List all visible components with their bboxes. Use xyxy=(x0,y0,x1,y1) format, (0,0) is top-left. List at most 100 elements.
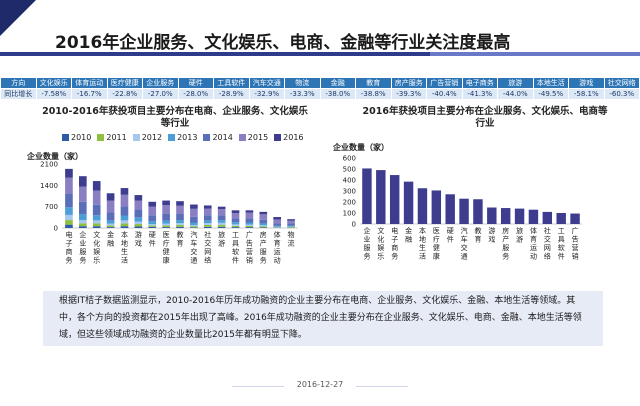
bar-segment xyxy=(176,213,184,221)
growth-table-header-cell: 文化娱乐 xyxy=(35,77,72,89)
bar-segment xyxy=(190,204,198,209)
bar-segment xyxy=(176,226,184,228)
left-chart-ylabel: 企业数量（家） xyxy=(27,152,83,161)
bar-segment xyxy=(217,224,226,227)
x-tick-label: 交 xyxy=(190,247,197,256)
growth-table-value-row: 同比增长 -7.58% -16.7% -22.8% -27.0% -28.0% -28.9… xyxy=(0,88,640,100)
legend-item: 2012 xyxy=(132,133,163,142)
bar-segment xyxy=(79,186,87,202)
bar xyxy=(431,190,442,224)
bar-segment xyxy=(231,225,240,228)
legend-label: 2013 xyxy=(177,133,198,142)
title-underline xyxy=(0,52,640,56)
bar-segment xyxy=(245,224,254,226)
x-tick-label: 子 xyxy=(391,236,398,244)
x-tick-label: 疗 xyxy=(163,239,170,248)
bar-segment xyxy=(203,223,212,225)
bar-segment xyxy=(273,217,281,220)
legend-swatch xyxy=(168,134,176,141)
x-tick-label: 本 xyxy=(419,226,426,235)
x-tick-label: 服 xyxy=(260,248,267,256)
y-tick-label: 0 xyxy=(352,221,356,229)
x-tick-label: 乐 xyxy=(377,252,384,261)
x-tick-label: 流 xyxy=(288,239,295,248)
x-tick-label: 服 xyxy=(363,244,370,252)
x-tick-label: 社 xyxy=(204,230,211,239)
x-tick-label: 动 xyxy=(274,256,281,265)
x-tick-label: 工 xyxy=(232,231,239,239)
x-tick-label: 文 xyxy=(93,230,100,239)
legend-label: 2011 xyxy=(106,133,127,142)
bar xyxy=(570,213,580,224)
bar-segment xyxy=(148,215,157,222)
growth-table-header-cell: 汽车交通 xyxy=(248,77,285,89)
x-tick-label: 务 xyxy=(363,252,370,261)
bar-segment xyxy=(259,225,268,227)
bar-segment xyxy=(245,212,254,219)
x-tick-label: 广 xyxy=(572,226,579,235)
x-tick-label: 企 xyxy=(363,226,370,235)
bar-segment xyxy=(92,181,101,191)
bar-segment xyxy=(65,224,73,228)
x-tick-label: 硬 xyxy=(447,227,454,235)
legend-swatch xyxy=(238,134,246,141)
growth-table-value-cell: -32.9% xyxy=(248,88,285,100)
x-tick-label: 旅 xyxy=(516,226,523,235)
growth-table-value-cell: -49.5% xyxy=(532,88,569,100)
x-tick-label: 教 xyxy=(474,226,481,235)
legend-swatch xyxy=(62,134,69,141)
x-tick-label: 游 xyxy=(516,235,523,244)
x-tick-label: 戏 xyxy=(488,235,495,244)
x-tick-label: 告 xyxy=(246,239,253,248)
bar-segment xyxy=(120,194,129,207)
x-tick-label: 务 xyxy=(391,252,398,261)
bar-segment xyxy=(162,223,170,226)
x-tick-label: 旅 xyxy=(218,230,225,239)
legend-item: 2013 xyxy=(168,133,197,142)
x-tick-label: 金 xyxy=(405,226,412,235)
bar-segment xyxy=(106,225,115,228)
x-tick-label: 务 xyxy=(502,252,509,261)
bar-segment xyxy=(106,220,115,224)
x-tick-label: 化 xyxy=(93,239,100,248)
x-tick-label: 生 xyxy=(121,247,128,256)
bar-segment xyxy=(217,222,226,225)
x-tick-label: 地 xyxy=(419,235,426,244)
bar xyxy=(403,181,414,224)
x-tick-label: 金 xyxy=(107,230,114,239)
bar-segment xyxy=(231,218,240,223)
y-tick-label: 2100 xyxy=(40,161,58,169)
x-tick-label: 件 xyxy=(447,235,454,244)
growth-table: 方向 文化娱乐 体育运动 医疗健康 企业服务 硬件 工具软件 汽车交通 物流 金融 教育 房产服务广… xyxy=(0,77,640,100)
growth-table-value-cell: -38.8% xyxy=(355,88,392,100)
x-tick-label: 化 xyxy=(377,235,384,244)
legend-item: 2010 xyxy=(62,133,91,142)
growth-table-value-cell: -33.3% xyxy=(284,88,321,100)
y-tick-label: 100 xyxy=(343,210,356,218)
bar-segment xyxy=(65,207,73,215)
legend-swatch xyxy=(274,134,282,141)
bar-segment xyxy=(106,193,115,201)
x-tick-label: 汽 xyxy=(461,226,468,235)
left-chart-title: 2010-2016年获投项目主要分布在电商、企业服务、文化娱乐等行业 xyxy=(42,106,308,129)
bar-segment xyxy=(106,212,115,221)
x-tick-label: 网 xyxy=(544,244,551,252)
legend-label: 2012 xyxy=(141,133,163,142)
legend-label: 2010 xyxy=(71,133,92,142)
bar-segment xyxy=(203,226,212,228)
x-tick-label: 交 xyxy=(461,243,468,252)
bar-segment xyxy=(176,205,184,214)
x-tick-label: 具 xyxy=(232,240,239,248)
x-tick-label: 乐 xyxy=(93,256,100,265)
x-tick-label: 商 xyxy=(65,247,72,256)
bar-segment xyxy=(162,225,170,228)
bar-segment xyxy=(106,223,115,226)
growth-table-header-cell: 体育运动 xyxy=(71,77,108,89)
bar-segment xyxy=(287,223,295,226)
bar-segment xyxy=(190,227,198,228)
bar-segment xyxy=(217,226,226,228)
growth-table-value-cell: -7.58% xyxy=(35,88,72,100)
bar xyxy=(376,170,386,224)
x-tick-label: 交 xyxy=(204,239,211,248)
x-tick-label: 健 xyxy=(163,247,170,256)
